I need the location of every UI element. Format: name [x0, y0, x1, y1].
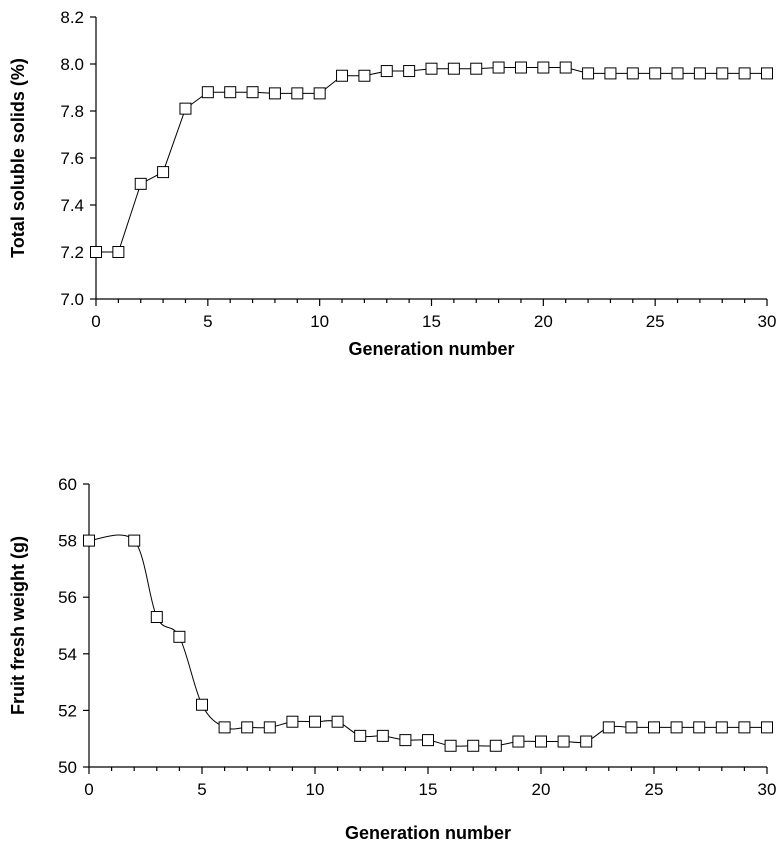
x-tick-label: 10 [310, 312, 329, 331]
data-point [582, 67, 595, 80]
y-tick-label: 7.2 [60, 243, 84, 262]
data-point [336, 69, 349, 82]
data-point [602, 721, 615, 734]
data-point [263, 721, 276, 734]
data-point [403, 65, 416, 78]
data-point [313, 87, 326, 100]
y-tick-label: 60 [58, 475, 77, 494]
x-tick-label: 25 [645, 780, 664, 799]
data-point [196, 698, 208, 711]
data-point [761, 67, 773, 80]
data-point [291, 87, 304, 100]
data-point [580, 735, 593, 748]
data-point [716, 67, 729, 80]
y-tick-label: 54 [58, 645, 77, 664]
data-point [761, 721, 773, 734]
x-tick-label: 15 [422, 312, 441, 331]
data-point [134, 177, 147, 190]
series-line [88, 534, 767, 747]
fruit-fresh-weight-chart: 50 52 54 56 58 60 0 5 10 15 20 25 30 Generation numbe… [8, 475, 776, 843]
data-point [309, 715, 321, 728]
x-tick-label: 30 [758, 312, 777, 331]
data-point [268, 87, 281, 100]
data-point [715, 721, 728, 734]
data-point [512, 735, 525, 748]
y-tick-label: 56 [58, 588, 77, 607]
data-point [648, 721, 660, 734]
x-tick-label: 10 [306, 780, 325, 799]
data-point [693, 67, 706, 80]
x-tick-label: 0 [84, 780, 93, 799]
data-point [376, 729, 389, 742]
data-point [224, 86, 237, 99]
data-point [693, 721, 706, 734]
data-point [246, 86, 259, 99]
data-point [201, 86, 214, 99]
data-point [422, 734, 434, 747]
y-tick-label: 8.2 [60, 8, 84, 27]
y-tick-label: 7.0 [60, 290, 84, 309]
x-tick-label: 25 [646, 312, 665, 331]
data-point [625, 721, 638, 734]
data-point [331, 715, 344, 728]
y-axis-title: Fruit fresh weight (g) [8, 536, 28, 715]
data-point [83, 534, 95, 547]
data-point [535, 735, 547, 748]
data-point [399, 734, 412, 747]
x-tick-label: 20 [534, 312, 553, 331]
x-tick-label: 20 [532, 780, 551, 799]
y-tick-label: 52 [58, 701, 77, 720]
data-point [179, 102, 192, 115]
x-tick-label: 0 [91, 312, 100, 331]
data-point [557, 735, 570, 748]
x-tick-label: 30 [758, 780, 777, 799]
data-point [90, 246, 102, 258]
data-point [157, 166, 170, 179]
data-point [671, 67, 684, 80]
data-point [470, 62, 483, 75]
y-tick-label: 58 [58, 532, 77, 551]
data-point [514, 61, 527, 74]
data-point [447, 62, 460, 75]
data-point [604, 67, 617, 80]
data-point [380, 65, 393, 78]
data-point [738, 67, 751, 80]
data-point [467, 739, 480, 752]
x-tick-label: 5 [197, 780, 206, 799]
y-tick-label: 50 [58, 758, 77, 777]
data-point [559, 61, 572, 74]
data-point [425, 62, 438, 75]
x-tick-label: 15 [419, 780, 438, 799]
data-point [112, 246, 125, 258]
data-point [173, 630, 186, 643]
y-tick-label: 8.0 [60, 55, 84, 74]
data-point [670, 721, 683, 734]
x-axis-title: Generation number [345, 823, 511, 843]
y-tick-label: 7.4 [60, 196, 84, 215]
data-point [537, 61, 550, 74]
y-tick-label: 7.6 [60, 149, 84, 168]
data-point [626, 67, 639, 80]
y-axis-title: Total soluble solids (%) [8, 58, 28, 258]
data-point [241, 721, 254, 734]
x-tick-label: 5 [203, 312, 212, 331]
data-point [738, 721, 751, 734]
data-point [286, 715, 299, 728]
total-soluble-solids-chart: 7.0 7.2 7.4 7.6 7.8 8.0 8.2 0 5 10 15 20 25 30 Generat… [8, 8, 776, 359]
data-point [128, 534, 141, 547]
data-point [150, 611, 163, 624]
data-point [444, 739, 457, 752]
series-line [96, 67, 767, 253]
x-axis-title: Generation number [348, 339, 514, 359]
data-point [358, 69, 371, 82]
data-point [489, 739, 502, 752]
data-point [649, 67, 662, 80]
data-point [354, 729, 367, 742]
data-point [492, 61, 505, 74]
data-point [218, 721, 231, 734]
y-tick-label: 7.8 [60, 102, 84, 121]
